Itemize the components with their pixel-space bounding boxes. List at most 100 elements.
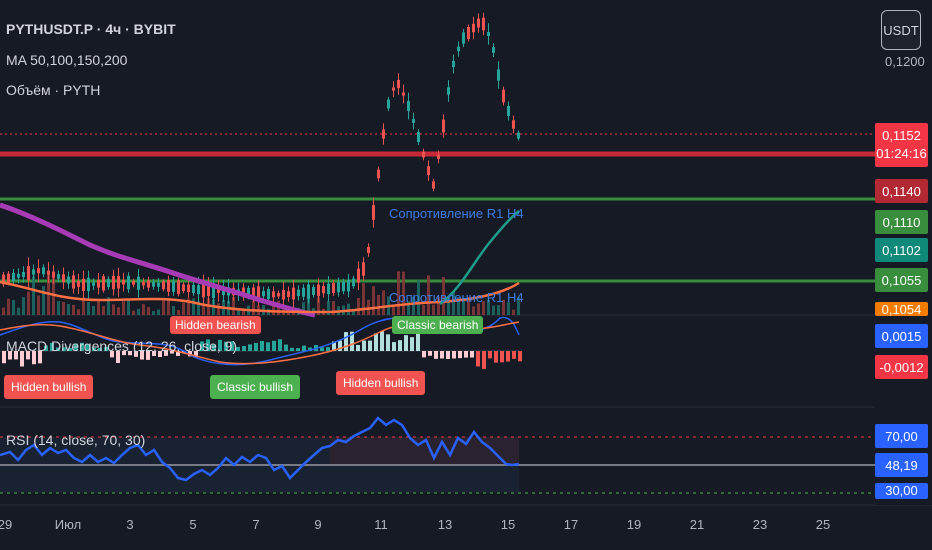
volume-bar: [57, 301, 60, 315]
macd-histogram-bar: [320, 347, 324, 351]
candle-body: [512, 120, 515, 129]
macd-histogram-bar: [326, 347, 330, 351]
macd-histogram-bar: [128, 351, 132, 356]
volume-bar: [492, 305, 495, 315]
volume-bar: [372, 286, 375, 315]
candle-body: [282, 289, 285, 300]
candle-body: [332, 282, 335, 294]
candle-body: [132, 281, 135, 285]
symbol-legend[interactable]: PYTHUSDT.P · 4ч · BYBIT: [6, 21, 176, 37]
rsi-line: [0, 416, 520, 482]
volume-bar: [142, 304, 145, 315]
candle-body: [497, 69, 500, 81]
macd-histogram-bar: [386, 334, 390, 351]
candle-body: [472, 23, 475, 33]
volume-bar: [127, 299, 130, 315]
volume-bar: [97, 300, 100, 315]
macd-legend[interactable]: MACD Divergences (12, 26, close, 9): [6, 338, 237, 354]
macd-histogram-bar: [374, 333, 378, 351]
volume-bar: [102, 305, 105, 315]
macd-histogram-bar: [188, 351, 192, 357]
candle-body: [157, 282, 160, 287]
symbol-title: PYTHUSDT.P · 4ч · BYBIT: [6, 21, 176, 37]
support-annotation: Сопротивление R1 H4: [389, 290, 524, 305]
macd-histogram-bar: [182, 351, 186, 354]
macd-histogram-bar: [302, 345, 306, 351]
macd-legend-label: MACD Divergences (12, 26, close, 9): [6, 338, 238, 354]
time-axis[interactable]: 29 Июл 3 5 7 9 11 13 15 17 19 21 23 25: [0, 506, 932, 550]
macd-histogram-bar: [32, 351, 36, 365]
candle-body: [392, 87, 395, 91]
volume-bar: [447, 296, 450, 315]
volume-bar: [467, 296, 470, 315]
volume-bar: [392, 306, 395, 315]
candle-body: [152, 282, 155, 287]
macd-histogram-bar: [410, 337, 414, 351]
volume-bar: [472, 306, 475, 315]
candle-body: [287, 291, 290, 297]
macd-histogram-bar: [170, 351, 174, 354]
candle-body: [207, 284, 210, 297]
macd-histogram-bar: [200, 341, 204, 351]
volume-bar: [412, 296, 415, 315]
volume-bar: [32, 276, 35, 315]
volume-bar: [302, 302, 305, 315]
classic-bearish-label: Classic bearish: [392, 316, 484, 334]
volume-legend[interactable]: Объём · PYTH: [6, 82, 100, 98]
hidden-bearish-label: Hidden bearish: [170, 316, 261, 334]
volume-bar: [187, 298, 190, 315]
candle-body: [17, 273, 20, 278]
candle-body: [217, 288, 220, 293]
candle-body: [342, 281, 345, 292]
macd-histogram-bar: [452, 351, 456, 359]
macd-histogram-bar: [224, 341, 228, 351]
candle-body: [192, 284, 195, 294]
currency-button[interactable]: USDT: [881, 10, 921, 50]
macd-histogram-bar: [278, 339, 282, 351]
time-label: 17: [563, 517, 579, 532]
volume-bar: [42, 286, 45, 315]
time-label: 11: [374, 517, 388, 532]
time-label: 9: [314, 517, 322, 532]
candle-body: [197, 285, 200, 295]
macd-histogram-bar: [254, 342, 258, 351]
volume-bar: [327, 301, 330, 315]
volume-bar: [162, 300, 165, 315]
candle-body: [362, 262, 365, 276]
candle-body: [112, 275, 115, 290]
volume-bar: [517, 297, 520, 315]
rsi-legend[interactable]: RSI (14, close, 70, 30): [6, 432, 145, 448]
volume-bar: [362, 283, 365, 315]
candle-body: [442, 119, 445, 133]
candle-body: [417, 131, 420, 143]
macd-histogram-bar: [116, 351, 120, 363]
candle-body: [447, 87, 450, 95]
rsi-legend-label: RSI (14, close, 70, 30): [6, 432, 146, 448]
macd-histogram-bar: [464, 351, 468, 358]
candle-body: [47, 270, 50, 275]
time-label: 7: [252, 517, 260, 532]
volume-bar: [182, 302, 185, 315]
macd-histogram-bar: [134, 351, 138, 357]
volume-bar: [2, 307, 5, 315]
macd-histogram-bar: [404, 335, 408, 351]
macd-histogram-bar: [422, 351, 426, 358]
volume-bar: [77, 309, 80, 315]
volume-bar: [192, 298, 195, 315]
time-label: 19: [626, 517, 642, 532]
candle-body: [467, 26, 470, 40]
signal-value-tag: -0,0012: [875, 355, 928, 379]
candle-body: [72, 275, 75, 289]
ma-orange-price-tag: 0,1054: [875, 302, 928, 316]
candle-body: [492, 47, 495, 53]
candle-body: [122, 279, 125, 285]
macd-histogram-bar: [380, 331, 384, 351]
time-label: 5: [189, 517, 197, 532]
volume-bar: [482, 301, 485, 315]
volume-bar: [512, 309, 515, 315]
ma-legend[interactable]: MA 50,100,150,200: [6, 52, 127, 68]
candle-body: [22, 272, 25, 277]
volume-bar: [417, 280, 420, 315]
rsi-lower-tag: 30,00: [875, 483, 928, 499]
